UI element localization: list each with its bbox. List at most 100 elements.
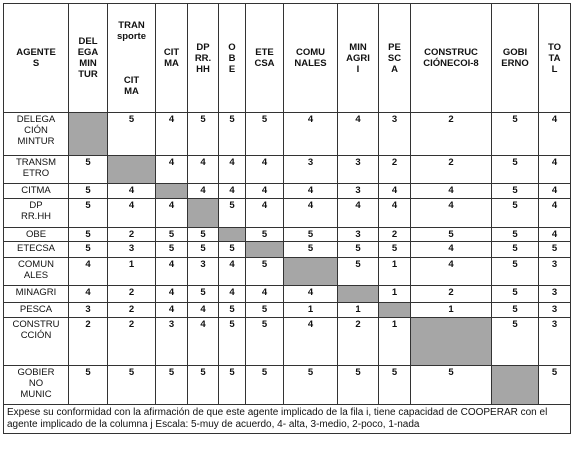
text-line: ETRO [22,168,50,179]
score-cell: 3 [68,302,108,318]
text-line: CIT [163,47,180,58]
text-line: DELEGA [16,114,56,125]
diagonal-cell [337,285,379,303]
diagonal-cell [107,155,156,184]
score-cell: 5 [218,241,246,258]
score-cell: 5 [337,257,379,286]
text-line: COMUN [18,259,54,270]
score-cell: 4 [283,285,338,303]
row-label: ETECSA [3,241,69,258]
score-cell: 4 [187,183,219,199]
score-cell: 4 [410,183,492,199]
text-line: DP [196,41,210,53]
score-cell: 4 [283,112,338,156]
score-cell: 4 [410,241,492,258]
row-label: TRANSM ETRO [3,155,69,184]
score-cell: 4 [107,183,156,199]
score-cell: 2 [410,285,492,303]
score-cell: 5 [283,365,338,405]
note: Expese su conformidad con la afirmación … [3,404,571,434]
score-cell: 5 [187,227,219,242]
score-cell: 5 [68,365,108,405]
text-line: sporte [116,30,147,42]
text-line: OBE [25,229,47,240]
column-header: CIT MA [155,3,188,113]
score-cell: 4 [245,155,284,184]
column-header: CONSTRUC CIÓNECOI-8 [410,3,492,113]
text-line [110,53,153,64]
text-line: S [32,58,40,69]
score-cell: 4 [378,198,411,228]
score-cell: 1 [410,302,492,318]
header-row: AGENTE S DEL EGA MIN TUR TRAN sporte CIT MA CIT MA… [3,3,571,113]
text-line: O [228,41,236,53]
score-cell: 5 [491,285,539,303]
score-cell: 5 [378,241,411,258]
score-cell: 4 [218,285,246,303]
score-cell: 4 [155,302,188,318]
text-line: EGA [77,47,99,58]
score-cell: 5 [187,241,219,258]
score-cell: 4 [218,257,246,286]
score-cell: 5 [491,241,539,258]
score-cell: 4 [218,183,246,199]
text-line: GOBIER [17,367,55,378]
text-line: NALES [294,58,327,69]
row-label: PESCA [3,302,69,318]
score-cell: 5 [283,227,338,242]
text-line: SC [387,52,402,64]
score-cell: 3 [155,317,188,366]
score-cell: 2 [107,302,156,318]
text-line: ALES [23,270,49,281]
text-line: L [551,63,558,75]
text-line: CCIÓN [20,330,52,341]
score-cell: 5 [491,317,539,366]
diagonal-cell [491,365,539,405]
score-cell: 4 [187,302,219,318]
score-cell: 5 [68,241,108,258]
score-cell: 1 [337,302,379,318]
score-cell: 3 [378,112,411,156]
score-cell: 4 [187,317,219,366]
text-line: PE [388,41,401,53]
text-line: ETE [255,47,274,58]
text-line: CONSTRU [12,319,60,330]
score-cell: 5 [491,112,539,156]
text-line: TRANSM [15,157,57,168]
score-cell: 4 [155,257,188,286]
text-line: TUR [78,69,98,80]
text-line: CSA [254,58,275,69]
score-cell: 2 [378,227,411,242]
score-cell: 3 [337,155,379,184]
score-cell: 3 [337,227,379,242]
text-line: MA [164,58,179,69]
column-header: DP RR. HH [187,3,219,113]
text-line: MINTUR [17,136,55,147]
score-cell: 5 [283,241,338,258]
score-cell: 2 [337,317,379,366]
text-line: I [356,63,360,75]
text-line: CIÓNECOI-8 [423,58,479,69]
score-cell: 5 [245,112,284,156]
score-cell: 4 [155,155,188,184]
row-label: GOBIER NO MUNIC [3,365,69,405]
text-line: MIN [349,41,367,53]
diagonal-cell [378,302,411,318]
diagonal-cell [68,112,108,156]
column-header: AGENTE S [3,3,69,113]
score-cell: 5 [218,112,246,156]
text-line: PESCA [19,304,53,315]
text-line: MUNIC [20,389,52,400]
score-cell: 3 [187,257,219,286]
score-cell: 5 [107,112,156,156]
score-cell: 5 [337,365,379,405]
text-line [110,64,153,75]
score-cell: 3 [538,285,571,303]
score-cell: 5 [378,365,411,405]
table-row: DELEGA CIÓN MINTUR 5 4 5 5 5 4 4 3 2 5 4 [3,112,571,156]
text-line: MIN [79,58,97,69]
score-cell: 2 [410,155,492,184]
text-line: DEL [78,36,98,47]
row-label: COMUN ALES [3,257,69,286]
